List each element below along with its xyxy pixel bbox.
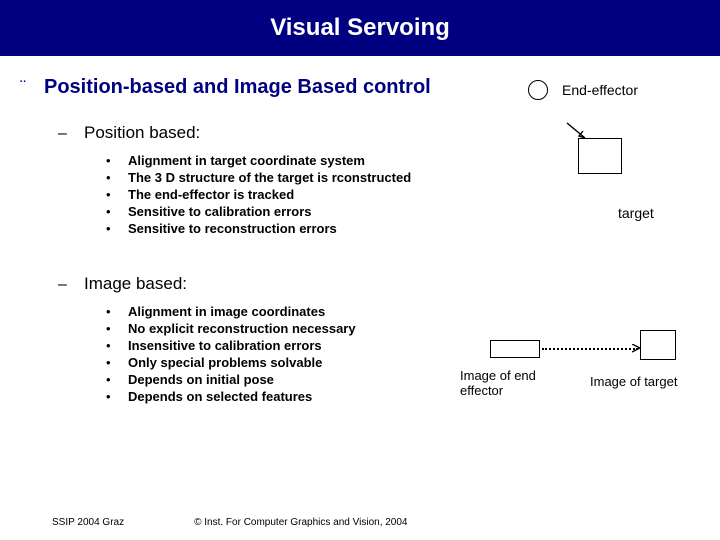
item-text: Sensitive to calibration errors xyxy=(128,204,312,219)
bullet-l3: • xyxy=(106,304,128,319)
item-text: Only special problems solvable xyxy=(128,355,322,370)
footer-left: SSIP 2004 Graz xyxy=(52,517,124,528)
bullet-l3: • xyxy=(106,221,128,236)
image-effector-icon xyxy=(490,340,540,358)
title-bar: Visual Servoing xyxy=(0,0,720,56)
bullet-l3: • xyxy=(106,204,128,219)
sub2-text: Image based: xyxy=(84,274,187,294)
item-text: Alignment in target coordinate system xyxy=(128,153,365,168)
figure-image-based: Image of end effector Image of target xyxy=(460,330,720,430)
item-text: Depends on selected features xyxy=(128,389,312,404)
image-effector-label: Image of end effector xyxy=(460,368,570,398)
bullet-l3: • xyxy=(106,338,128,353)
item-text: Insensitive to calibration errors xyxy=(128,338,322,353)
section-text: Position-based and Image Based control xyxy=(44,76,431,99)
bullet-l1: ¨ xyxy=(20,77,44,98)
footer-right: © Inst. For Computer Graphics and Vision… xyxy=(194,517,407,528)
image-target-icon xyxy=(640,330,676,360)
item-text: Alignment in image coordinates xyxy=(128,304,325,319)
sub1-text: Position based: xyxy=(84,123,200,143)
sub2-heading: – Image based: xyxy=(58,274,710,294)
bullet-l3: • xyxy=(106,153,128,168)
bullet-l2: – xyxy=(58,125,84,143)
bullet-l3: • xyxy=(106,389,128,404)
item-text: The end-effector is tracked xyxy=(128,187,294,202)
bullet-l2: – xyxy=(58,276,84,294)
bullet-l3: • xyxy=(106,170,128,185)
slide-title: Visual Servoing xyxy=(270,14,450,42)
end-effector-label: End-effector xyxy=(562,82,638,98)
image-target-label: Image of target xyxy=(590,374,710,389)
end-effector-icon xyxy=(528,80,548,100)
bullet-l3: • xyxy=(106,372,128,387)
footer: SSIP 2004 Graz © Inst. For Computer Grap… xyxy=(52,517,408,528)
figure-position-based: End-effector target xyxy=(510,80,700,210)
bullet-l3: • xyxy=(106,187,128,202)
target-label: target xyxy=(618,205,654,221)
item-text: No explicit reconstruction necessary xyxy=(128,321,356,336)
item-text: Sensitive to reconstruction errors xyxy=(128,221,337,236)
dotted-line-icon xyxy=(542,348,638,350)
target-icon xyxy=(578,138,622,174)
bullet-l3: • xyxy=(106,355,128,370)
item-text: The 3 D structure of the target is rcons… xyxy=(128,170,411,185)
item-text: Depends on initial pose xyxy=(128,372,274,387)
bullet-l3: • xyxy=(106,321,128,336)
list-item: • Alignment in image coordinates xyxy=(106,304,710,319)
list-item: •Sensitive to reconstruction errors xyxy=(106,221,710,236)
